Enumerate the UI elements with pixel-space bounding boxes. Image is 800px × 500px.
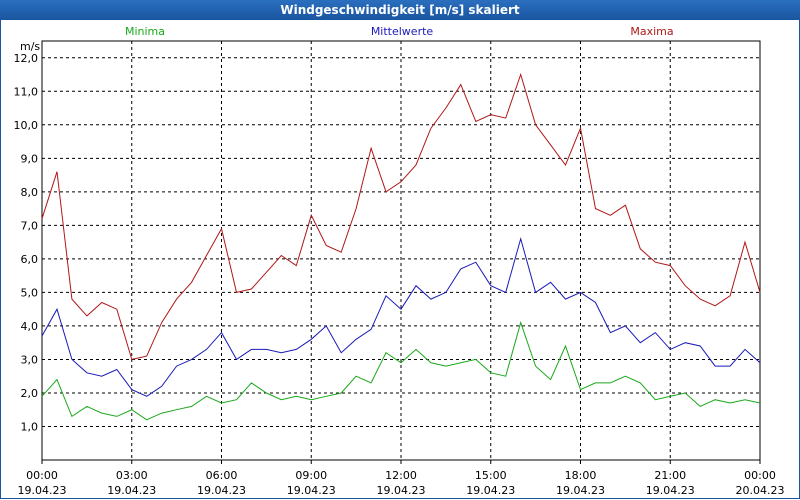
x-tick-time: 03:00 bbox=[116, 469, 148, 482]
y-tick-label: 9,0 bbox=[21, 152, 39, 165]
legend-mittelwerte: Mittelwerte bbox=[371, 25, 434, 38]
y-tick-label: 2,0 bbox=[21, 387, 39, 400]
y-tick-label: 8,0 bbox=[21, 186, 39, 199]
y-tick-label: 1,0 bbox=[21, 420, 39, 433]
x-tick-time: 21:00 bbox=[654, 469, 686, 482]
series-line-minima bbox=[41, 320, 761, 421]
x-tick-time: 18:00 bbox=[565, 469, 597, 482]
series-line-mittelwerte bbox=[41, 236, 761, 397]
x-tick-time: 09:00 bbox=[295, 469, 327, 482]
series-line-maxima bbox=[41, 72, 761, 360]
x-tick-date: 20.04.23 bbox=[736, 484, 785, 497]
x-tick-date: 19.04.23 bbox=[287, 484, 336, 497]
grid bbox=[42, 41, 760, 460]
window-title: Windgeschwindigkeit [m/s] skaliert bbox=[0, 0, 800, 20]
x-tick-time: 06:00 bbox=[206, 469, 238, 482]
x-tick-date: 19.04.23 bbox=[197, 484, 246, 497]
y-tick-label: 12,0 bbox=[14, 52, 39, 65]
x-tick-date: 19.04.23 bbox=[466, 484, 515, 497]
x-tick-date: 19.04.23 bbox=[18, 484, 67, 497]
y-tick-label: 4,0 bbox=[21, 320, 39, 333]
y-tick-label: 11,0 bbox=[14, 85, 39, 98]
tick-labels: 1,0 2,0 3,0 4,0 5,0 6,0 7,0 8,0 9,0 10,0 11,0 12,0 0… bbox=[14, 52, 785, 497]
y-tick-label: 3,0 bbox=[21, 353, 39, 366]
axes bbox=[41, 40, 761, 464]
y-tick-label: 6,0 bbox=[21, 253, 39, 266]
y-tick-label: 7,0 bbox=[21, 219, 39, 232]
x-tick-time: 00:00 bbox=[26, 469, 58, 482]
series-lines bbox=[41, 72, 761, 421]
y-axis-label: m/s bbox=[20, 40, 40, 53]
y-tick-label: 5,0 bbox=[21, 286, 39, 299]
y-tick-label: 10,0 bbox=[14, 119, 39, 132]
x-tick-time: 00:00 bbox=[744, 469, 776, 482]
x-tick-date: 19.04.23 bbox=[646, 484, 695, 497]
legend-minima: Minima bbox=[125, 25, 165, 38]
x-tick-time: 12:00 bbox=[385, 469, 417, 482]
legend-maxima: Maxima bbox=[630, 25, 673, 38]
x-tick-time: 15:00 bbox=[475, 469, 507, 482]
x-tick-date: 19.04.23 bbox=[377, 484, 426, 497]
x-tick-date: 19.04.23 bbox=[107, 484, 156, 497]
x-tick-date: 19.04.23 bbox=[556, 484, 605, 497]
plot-area-border bbox=[41, 40, 761, 461]
